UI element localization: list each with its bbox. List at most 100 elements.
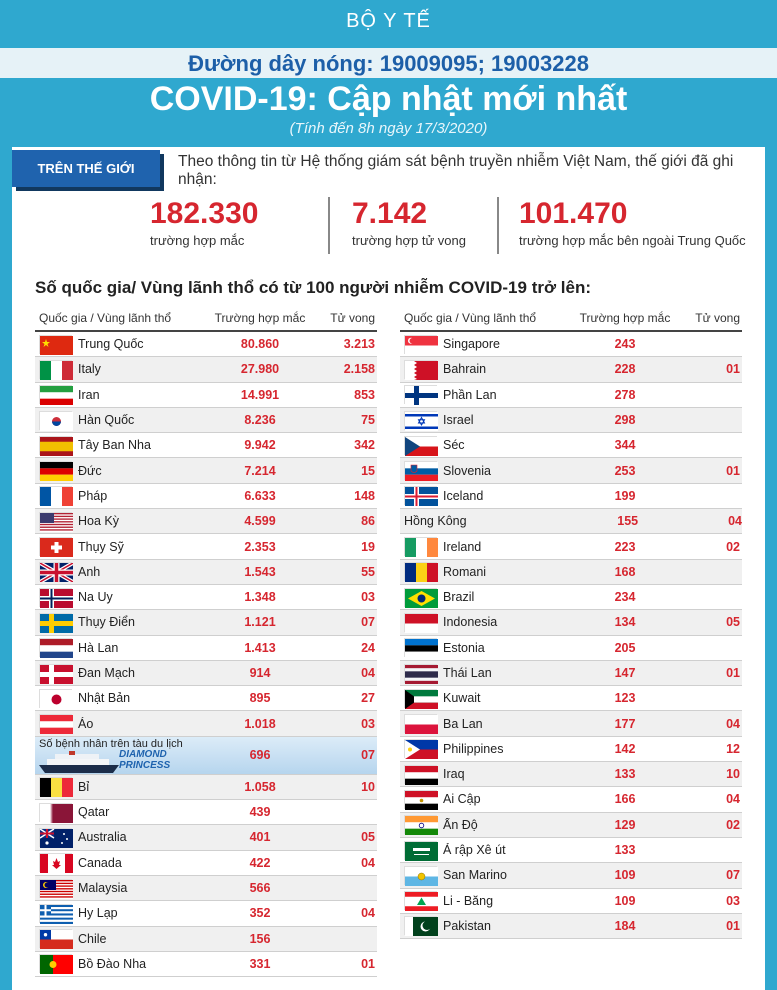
table-row: Đan Mạch 914 04 (35, 660, 377, 687)
stat-deaths: 7.142 trường hợp tử vong (352, 197, 466, 248)
flag-it-icon (39, 359, 73, 380)
case-count: 1.543 (244, 564, 276, 579)
stat-value: 101.470 (519, 197, 628, 230)
country-name: Australia (78, 830, 127, 845)
country-name: Ả rập Xê út (443, 843, 506, 858)
table-row: Ả rập Xê út 133 (400, 838, 742, 864)
header-band (0, 0, 777, 48)
country-name: Nhật Bản (78, 691, 131, 706)
flag-cz-icon (404, 435, 438, 456)
table-row: Hoa Kỳ 4.599 86 (35, 509, 377, 535)
table-row: Indonesia 134 05 (400, 610, 742, 636)
table-row: Philippines 142 12 (400, 737, 742, 763)
flag-kr-icon (39, 410, 73, 431)
country-name: Singapore (443, 337, 500, 352)
country-name: Ba Lan (443, 716, 483, 731)
page-subtitle: (Tính đến 8h ngày 17/3/2020) (289, 120, 488, 137)
case-count: 156 (249, 931, 271, 946)
case-count: 133 (614, 767, 636, 782)
country-name: Séc (443, 438, 465, 453)
header-country: Quốc gia / Vùng lãnh thổ (404, 311, 537, 325)
flag-my-icon (39, 878, 73, 899)
death-count: 15 (361, 463, 375, 478)
table-row: Slovenia 253 01 (400, 458, 742, 484)
case-count: 80.860 (240, 337, 280, 352)
ship-label: Số bệnh nhân trên tàu du lịch (39, 737, 183, 750)
flag-jp-icon (39, 688, 73, 709)
stat-total-cases: 182.330 trường hợp mắc (150, 197, 258, 248)
flag-pt-icon (39, 954, 73, 975)
table-row: Anh 1.543 55 (35, 559, 377, 585)
table-row: Iran 14.991 853 (35, 383, 377, 408)
flag-bh-icon (404, 359, 438, 380)
divider (328, 197, 330, 254)
country-name: Pakistan (443, 918, 491, 933)
case-count: 439 (249, 805, 271, 820)
flag-ph-icon (404, 739, 438, 760)
case-count: 177 (614, 716, 636, 731)
case-count: 344 (614, 438, 636, 453)
country-name: Iceland (443, 488, 484, 503)
flag-ie-icon (404, 537, 438, 558)
table-row: Singapore 243 (400, 332, 742, 358)
flag-ir-icon (39, 385, 73, 406)
flag-sm-icon (404, 865, 438, 886)
table-row: Pakistan 184 01 (400, 913, 742, 940)
country-name: Kuwait (443, 691, 481, 706)
case-count: 133 (614, 843, 636, 858)
death-count: 02 (726, 539, 740, 554)
table-row: Thái Lan 147 01 (400, 660, 742, 687)
death-count: 04 (361, 666, 375, 680)
flag-es-icon (39, 435, 73, 456)
case-count: 253 (614, 463, 636, 478)
flag-nl-icon (39, 638, 73, 659)
case-count: 9.942 (244, 438, 276, 453)
death-count: 19 (361, 539, 375, 554)
case-count: 199 (614, 488, 636, 503)
hotline-text: Đường dây nóng: 19009095; 19003228 (188, 51, 589, 76)
flag-si-icon (404, 461, 438, 482)
flag-ch-icon (39, 537, 73, 558)
table-row: Ai Cập 166 04 (400, 787, 742, 813)
stat-value: 182.330 (150, 197, 259, 230)
case-count: 1.058 (244, 779, 276, 794)
death-count: 04 (728, 514, 742, 529)
table-row: Na Uy 1.348 03 (35, 585, 377, 611)
death-count: 03 (361, 716, 375, 731)
case-count: 129 (614, 817, 636, 832)
death-count: 01 (726, 666, 740, 680)
table-row: Israel 298 (400, 407, 742, 434)
case-count: 895 (249, 691, 271, 706)
death-count: 10 (361, 779, 375, 794)
flag-cl-icon (39, 929, 73, 950)
country-name: Hàn Quốc (78, 413, 135, 428)
hotline-band (0, 48, 777, 78)
table-row: Malaysia 566 (35, 875, 377, 902)
case-count: 123 (614, 691, 636, 706)
table-row: Hồng Kông 155 04 (400, 509, 742, 535)
flag-sa-icon (404, 840, 438, 861)
case-count: 331 (249, 956, 271, 971)
table-header: Quốc gia / Vùng lãnh thổ Trường hợp mắc … (400, 306, 742, 332)
table-row: Estonia 205 (400, 636, 742, 661)
table-row: Italy 27.980 2.158 (35, 357, 377, 383)
table-row: Bồ Đào Nha 331 01 (35, 952, 377, 978)
country-name: Thái Lan (443, 666, 492, 680)
country-name: Estonia (443, 640, 485, 655)
table-row: Phần Lan 278 (400, 383, 742, 408)
country-name: Qatar (78, 805, 110, 820)
case-count: 4.599 (244, 514, 276, 529)
table-row: Trung Quốc 80.860 3.213 (35, 332, 377, 358)
world-tag: TRÊN THẾ GIỚI (12, 150, 160, 187)
table-row: Áo 1.018 03 (35, 711, 377, 737)
country-name: Italy (78, 362, 101, 377)
case-count: 1.018 (244, 716, 276, 731)
flag-pk-icon (404, 916, 438, 937)
flag-lb-icon (404, 891, 438, 912)
header-deaths: Tử vong (330, 311, 375, 325)
country-name: Hoa Kỳ (78, 514, 119, 529)
header-cases: Trường hợp mắc (579, 311, 671, 325)
table-row: Bỉ 1.058 10 (35, 774, 377, 801)
country-name: Áo (78, 716, 94, 731)
country-name: Trung Quốc (78, 337, 144, 352)
